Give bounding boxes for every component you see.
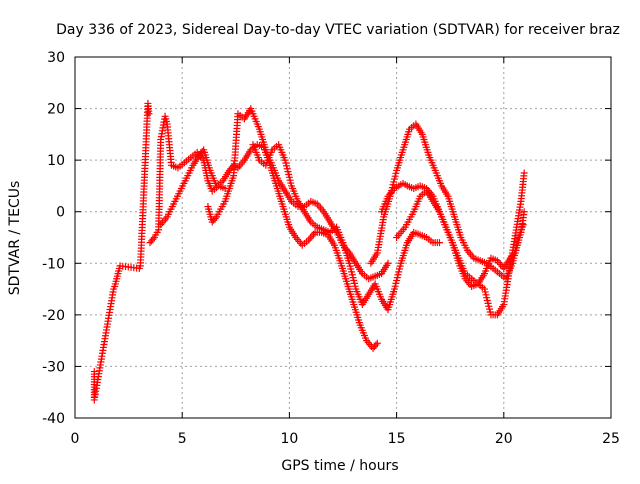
- x-tick-label: 0: [71, 431, 80, 447]
- data-points: [90, 99, 528, 404]
- y-tick-label: 10: [47, 153, 65, 169]
- y-tick-label: -10: [42, 256, 65, 272]
- y-tick-label: -40: [42, 411, 65, 427]
- y-tick-label: 0: [56, 205, 65, 221]
- x-tick-label: 5: [178, 431, 187, 447]
- x-tick-labels: 0 5 10 15 20 25: [71, 431, 620, 447]
- plot-area-frame: [74, 56, 612, 419]
- data-point: [145, 110, 153, 118]
- chart-title: Day 336 of 2023, Sidereal Day-to-day VTE…: [56, 22, 620, 38]
- y-tick-label: 20: [47, 102, 65, 118]
- series-arc-g: [393, 169, 528, 319]
- series-arc-a: [146, 112, 229, 247]
- data-point: [435, 239, 443, 247]
- y-tick-label: -20: [42, 308, 65, 324]
- data-point: [384, 259, 392, 267]
- y-tick-label: 30: [47, 50, 65, 66]
- x-tick-label: 25: [602, 431, 620, 447]
- series-arc-d: [249, 141, 443, 314]
- series-isolated-early: [90, 99, 153, 404]
- data-point: [520, 208, 528, 216]
- data-point: [520, 169, 528, 177]
- data-point: [211, 215, 219, 223]
- data-point: [373, 339, 381, 347]
- x-tick-label: 10: [280, 431, 298, 447]
- y-tick-labels: -40 -30 -20 -10 0 10 20 30: [42, 50, 65, 427]
- x-tick-label: 20: [495, 431, 513, 447]
- x-axis-label: GPS time / hours: [281, 458, 398, 474]
- x-tick-label: 15: [388, 431, 406, 447]
- y-axis-label: SDTVAR / TECUs: [7, 181, 23, 296]
- y-tick-label: -30: [42, 359, 65, 375]
- data-point: [149, 235, 157, 243]
- data-point: [372, 341, 380, 349]
- series-arc-b: [157, 141, 381, 352]
